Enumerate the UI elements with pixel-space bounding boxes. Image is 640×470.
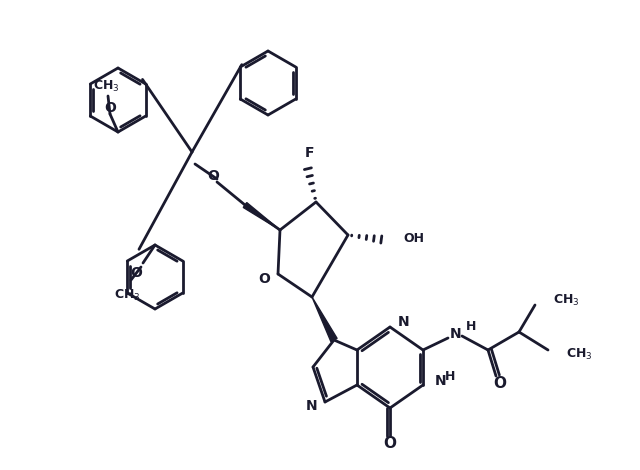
- Text: O: O: [493, 376, 506, 392]
- Text: O: O: [130, 266, 142, 280]
- Text: O: O: [383, 437, 397, 452]
- Text: N: N: [435, 374, 447, 388]
- Text: N: N: [398, 315, 410, 329]
- Text: O: O: [258, 272, 270, 286]
- Text: CH$_3$: CH$_3$: [566, 346, 593, 361]
- Text: H: H: [445, 369, 456, 383]
- Text: O: O: [104, 101, 116, 115]
- Polygon shape: [312, 297, 337, 342]
- Text: H: H: [466, 320, 476, 332]
- Text: N: N: [450, 327, 462, 341]
- Text: CH$_3$: CH$_3$: [114, 288, 140, 303]
- Text: CH$_3$: CH$_3$: [553, 292, 580, 307]
- Polygon shape: [243, 203, 280, 230]
- Text: O: O: [207, 169, 219, 183]
- Text: OH: OH: [403, 232, 424, 244]
- Text: F: F: [304, 146, 314, 160]
- Text: N: N: [305, 399, 317, 413]
- Text: CH$_3$: CH$_3$: [93, 78, 119, 94]
